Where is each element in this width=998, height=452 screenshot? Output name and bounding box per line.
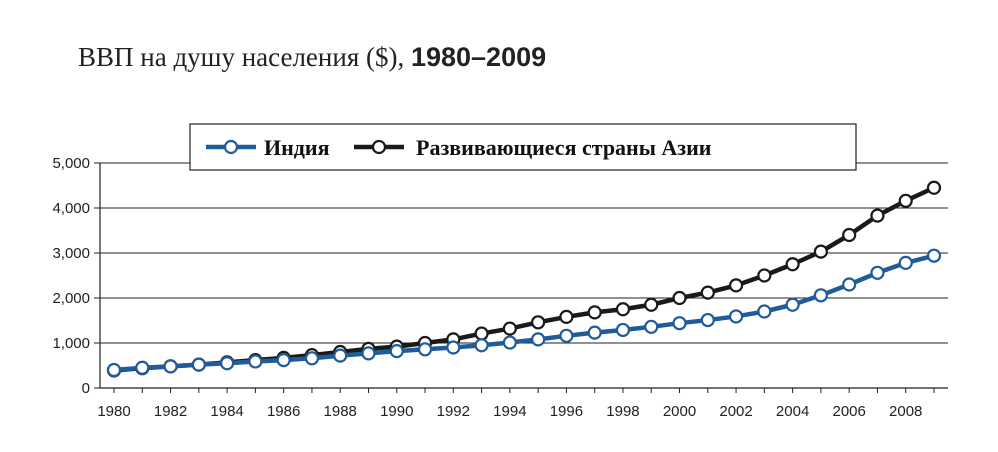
series-line <box>113 253 935 373</box>
data-point <box>389 344 404 359</box>
x-tick-label: 2006 <box>832 403 865 420</box>
data-point <box>926 248 942 263</box>
data-point <box>276 353 291 368</box>
data-point <box>644 297 659 312</box>
x-axis-ticks: 1980 1982 1984 1986 1988 1990 1992 1994 1996 1998… <box>97 388 935 420</box>
data-point <box>644 319 659 334</box>
data-point <box>898 193 913 208</box>
y-axis-ticks: 0 1,000 2,000 3,000 4,000 5,000 <box>52 155 100 397</box>
data-point <box>615 322 631 338</box>
data-point <box>248 354 263 369</box>
data-point <box>333 348 348 363</box>
x-tick-label: 1982 <box>154 403 187 420</box>
legend-marker-asia <box>371 139 387 155</box>
x-tick-label: 2008 <box>889 403 922 420</box>
x-tick-label: 1992 <box>437 403 470 420</box>
x-tick-label: 1990 <box>380 403 413 420</box>
legend: Индия Развивающиеся страны Азии <box>189 123 857 171</box>
data-point <box>842 277 857 292</box>
data-point <box>785 257 800 272</box>
data-point <box>559 309 574 324</box>
data-point <box>926 180 942 195</box>
data-point <box>474 326 489 341</box>
data-point <box>417 342 433 357</box>
x-tick-label: 1988 <box>324 403 357 420</box>
x-tick-label: 1986 <box>267 403 300 420</box>
data-point <box>728 309 744 324</box>
data-point <box>474 338 489 353</box>
series-group <box>106 180 942 378</box>
chart-title: ВВП на душу населения ($), 1980–2009 <box>78 42 546 73</box>
data-point <box>587 305 602 320</box>
data-point <box>304 351 320 366</box>
data-point <box>502 321 517 336</box>
data-point <box>813 288 828 303</box>
data-point <box>700 285 715 300</box>
data-point <box>785 297 800 312</box>
data-point <box>502 335 517 350</box>
x-tick-label: 1984 <box>210 403 243 420</box>
data-point <box>191 357 206 372</box>
x-tick-label: 1996 <box>550 403 583 420</box>
legend-box <box>189 123 857 171</box>
legend-label-asia: Развивающиеся страны Азии <box>416 135 712 160</box>
data-point <box>559 328 574 343</box>
data-point <box>672 316 687 331</box>
x-tick-label: 1994 <box>493 403 526 420</box>
data-point <box>700 312 715 328</box>
data-point <box>842 227 857 243</box>
data-point <box>813 244 828 259</box>
x-tick-label: 2002 <box>719 403 752 420</box>
x-tick-label: 1980 <box>97 403 130 420</box>
y-tick-label: 5,000 <box>52 155 90 172</box>
data-point <box>361 346 376 361</box>
data-point <box>870 208 885 223</box>
x-tick-label: 1998 <box>606 403 639 420</box>
y-tick-label: 1,000 <box>52 335 90 352</box>
data-point <box>672 290 687 306</box>
y-tick-label: 2,000 <box>52 290 90 307</box>
data-point <box>615 302 631 317</box>
data-point <box>106 362 122 378</box>
data-point <box>898 255 913 270</box>
x-tick-label: 2000 <box>663 403 696 420</box>
y-tick-label: 4,000 <box>52 200 90 217</box>
chart-title-years: 1980–2009 <box>410 42 547 72</box>
data-point <box>163 359 178 374</box>
data-point <box>531 332 546 347</box>
data-point <box>446 340 461 355</box>
data-point <box>135 360 150 375</box>
data-point <box>220 356 235 371</box>
axes <box>99 163 948 389</box>
legend-label-india: Индия <box>264 135 330 160</box>
x-tick-label: 2004 <box>776 403 809 420</box>
chart-title-main: ВВП на душу населения ($), <box>78 42 405 72</box>
data-point <box>728 278 744 293</box>
data-point <box>870 265 885 280</box>
data-point <box>757 268 772 283</box>
y-tick-label: 3,000 <box>52 245 90 262</box>
legend-marker-india <box>223 139 239 155</box>
data-point <box>587 325 602 340</box>
data-point <box>531 315 546 330</box>
data-point <box>757 304 772 319</box>
y-tick-label: 0 <box>82 380 90 397</box>
